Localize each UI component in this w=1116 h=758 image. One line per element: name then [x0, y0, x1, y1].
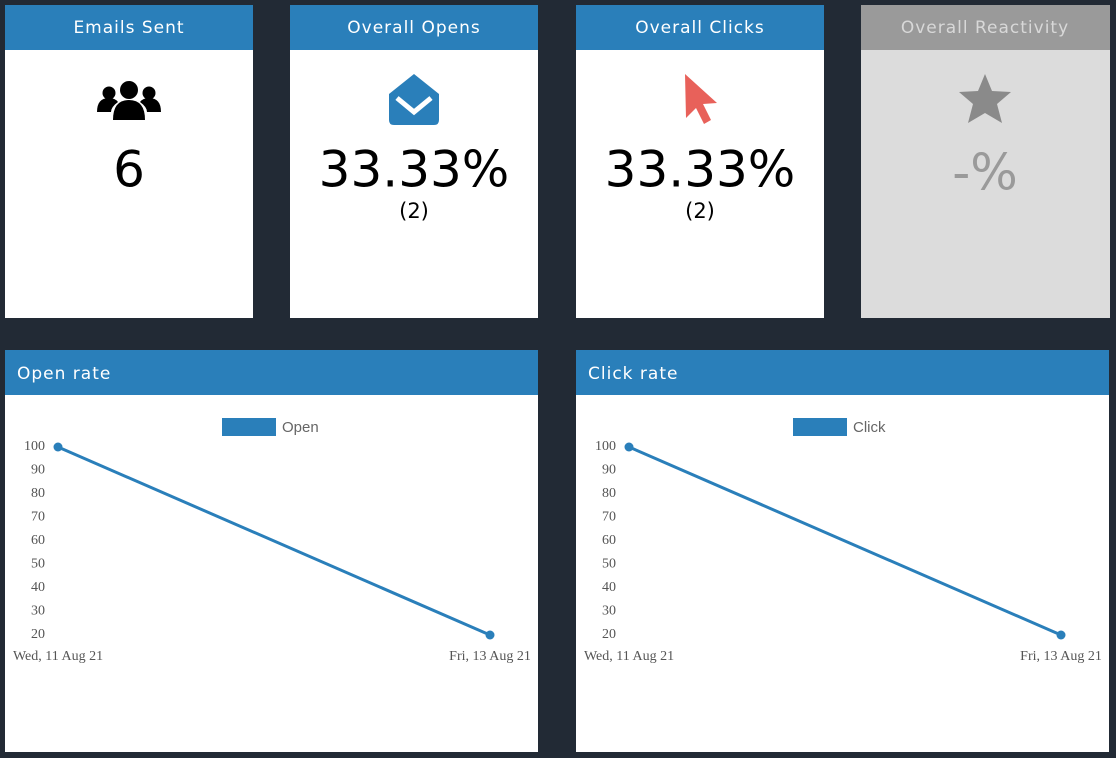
y-tick-label: 40	[602, 580, 616, 595]
card-count: (2)	[685, 199, 715, 223]
card-value: 33.33%	[319, 141, 510, 199]
card-title: Overall Opens	[347, 18, 480, 38]
card	[861, 5, 1110, 318]
line	[57, 445, 491, 637]
y-tick-label: 100	[24, 439, 45, 454]
x-tick-label: Wed, 11 Aug 21	[13, 649, 103, 664]
card-value: 33.33%	[605, 141, 796, 199]
envelope-icon	[389, 74, 439, 125]
chart-title: Open rate	[17, 364, 111, 384]
y-tick-label: 30	[31, 604, 45, 619]
y-tick-label: 20	[31, 627, 45, 642]
y-tick-label: 90	[602, 463, 616, 478]
card-value: 6	[113, 141, 145, 199]
card-header	[5, 5, 253, 50]
x-tick-label: Fri, 13 Aug 21	[449, 649, 531, 664]
y-tick-label: 50	[31, 557, 45, 572]
y-tick-label: 70	[31, 510, 45, 525]
y-tick-label: 50	[602, 557, 616, 572]
line	[628, 445, 1062, 637]
y-tick-label: 40	[31, 580, 45, 595]
cursor-icon	[685, 74, 717, 124]
chart-panel	[5, 350, 538, 752]
chart-header	[5, 350, 538, 395]
chart-title: Click rate	[588, 364, 678, 384]
y-tick-label: 70	[602, 510, 616, 525]
card	[290, 5, 538, 318]
card-value: -%	[952, 144, 1018, 202]
legend-label: Open	[282, 419, 319, 436]
card-title: Emails Sent	[73, 18, 184, 38]
y-tick-label: 80	[31, 486, 45, 501]
y-tick-label: 80	[602, 486, 616, 501]
y-tick-label: 30	[602, 604, 616, 619]
card-header	[576, 5, 824, 50]
x-tick-label: Fri, 13 Aug 21	[1020, 649, 1102, 664]
card-title: Overall Reactivity	[901, 18, 1069, 38]
users-icon	[97, 81, 161, 120]
chart-header	[576, 350, 1109, 395]
point	[53, 442, 63, 452]
y-tick-label: 20	[602, 627, 616, 642]
legend-swatch	[793, 418, 847, 436]
card-title: Overall Clicks	[635, 18, 765, 38]
card	[5, 5, 253, 318]
legend-label: Click	[853, 419, 886, 436]
x-tick-label: Wed, 11 Aug 21	[584, 649, 674, 664]
card-header	[290, 5, 538, 50]
y-tick-label: 100	[595, 439, 616, 454]
y-tick-label: 90	[31, 463, 45, 478]
point	[1056, 630, 1066, 640]
legend-swatch	[222, 418, 276, 436]
card-header	[861, 5, 1110, 50]
chart-panel	[576, 350, 1109, 752]
y-tick-label: 60	[602, 533, 616, 548]
point	[624, 442, 634, 452]
card	[576, 5, 824, 318]
point	[485, 630, 495, 640]
star-icon	[959, 74, 1011, 123]
card-count: (2)	[399, 199, 429, 223]
y-tick-label: 60	[31, 533, 45, 548]
